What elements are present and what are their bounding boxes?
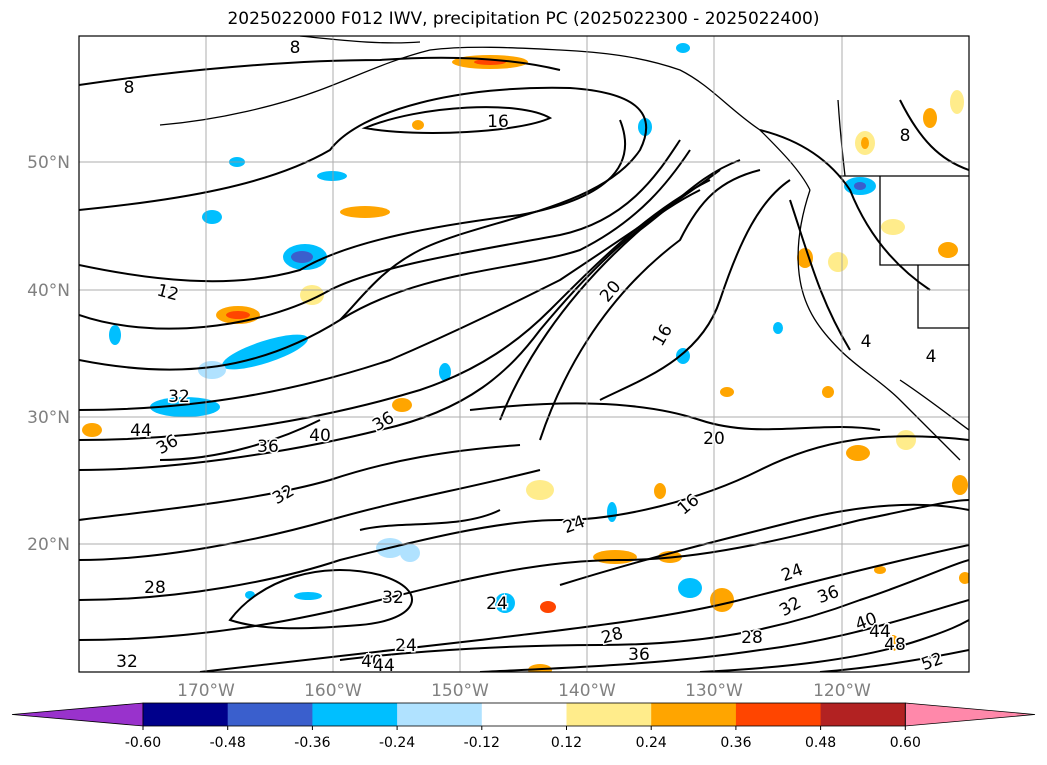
contour-label: 28 xyxy=(144,578,166,598)
longitude-labels: 170°W 160°W 150°W 140°W 130°W 120°W xyxy=(177,681,871,701)
contour-label: 48 xyxy=(884,635,906,655)
colorbar-segment xyxy=(651,703,737,726)
contour-label: 44 xyxy=(373,656,395,676)
contour-label: 4 xyxy=(861,332,872,352)
contour-label: 32 xyxy=(382,588,404,608)
contour-label: 8 xyxy=(900,126,911,146)
colorbar-tick-labels: -0.60 -0.48 -0.36 -0.24 -0.12 0.12 0.24 0.36 0.4… xyxy=(125,726,921,751)
colorbar-extend-max xyxy=(904,702,1036,727)
iwv-contours xyxy=(79,56,969,672)
colorbar-tick-label: -0.24 xyxy=(379,735,415,751)
colorbar-outline xyxy=(142,702,906,727)
lon-label: 150°W xyxy=(431,681,489,701)
colorbar-segment xyxy=(566,703,652,726)
contour-label: 32 xyxy=(168,387,190,407)
colorbar-tick-label: -0.36 xyxy=(294,735,330,751)
colorbar-segment xyxy=(735,703,822,726)
lon-label: 130°W xyxy=(685,681,743,701)
contour-label: 36 xyxy=(257,437,279,457)
colorbar-segment xyxy=(312,703,398,726)
lon-label: 160°W xyxy=(304,681,362,701)
colorbar-tick-label: -0.60 xyxy=(125,735,161,751)
colorbar-tick-label: 0.24 xyxy=(636,735,667,751)
latitude-labels: 50°N 40°N 30°N 20°N xyxy=(27,153,70,555)
lon-label: 140°W xyxy=(558,681,616,701)
plot-frame xyxy=(78,35,970,673)
colorbar-tick-label: 0.48 xyxy=(805,735,836,751)
contour-label: 24 xyxy=(395,636,417,656)
lat-label: 30°N xyxy=(27,408,70,428)
contour-label: 8 xyxy=(124,78,135,98)
colorbar-extend-min xyxy=(11,702,144,727)
contour-label: 24 xyxy=(486,594,508,614)
lon-label: 120°W xyxy=(813,681,871,701)
lat-label: 20°N xyxy=(27,535,70,555)
contour-label: 40 xyxy=(309,426,331,446)
colorbar-segment xyxy=(397,703,483,726)
contour-label: 40 xyxy=(361,652,383,672)
lat-label: 50°N xyxy=(27,153,70,173)
colorbar-tick-label: 0.36 xyxy=(720,735,751,751)
colorbar-tick-label: 0.12 xyxy=(551,735,582,751)
colorbar-segment xyxy=(481,703,567,726)
colorbar-tick-label: -0.48 xyxy=(210,735,246,751)
colorbar-tick-label: 0.60 xyxy=(890,735,921,751)
contour-label: 20 xyxy=(703,429,725,449)
colorbar-segment xyxy=(820,703,906,726)
contour-label: 28 xyxy=(741,628,763,648)
colorbar-tick-label: -0.12 xyxy=(464,735,500,751)
contour-label: 44 xyxy=(869,622,891,642)
colorbar xyxy=(11,702,1036,727)
colorbar-segment xyxy=(143,703,229,726)
contour-label: 32 xyxy=(116,652,138,672)
lat-label: 40°N xyxy=(27,281,70,301)
coastlines xyxy=(159,36,969,461)
contour-label: 8 xyxy=(290,38,301,58)
lon-label: 170°W xyxy=(177,681,235,701)
chart-title: 2025022000 F012 IWV, precipitation PC (2… xyxy=(227,9,820,29)
contour-label: 36 xyxy=(628,645,650,665)
contour-label: 4 xyxy=(926,347,937,367)
gridlines xyxy=(79,36,969,672)
colorbar-segment xyxy=(227,703,313,726)
map-plot-area: 8 8 16 8 12 20 16 32 36 40 36 44 36 20 1… xyxy=(79,36,969,676)
contour-label: 44 xyxy=(130,421,152,441)
contour-label: 16 xyxy=(487,112,509,132)
